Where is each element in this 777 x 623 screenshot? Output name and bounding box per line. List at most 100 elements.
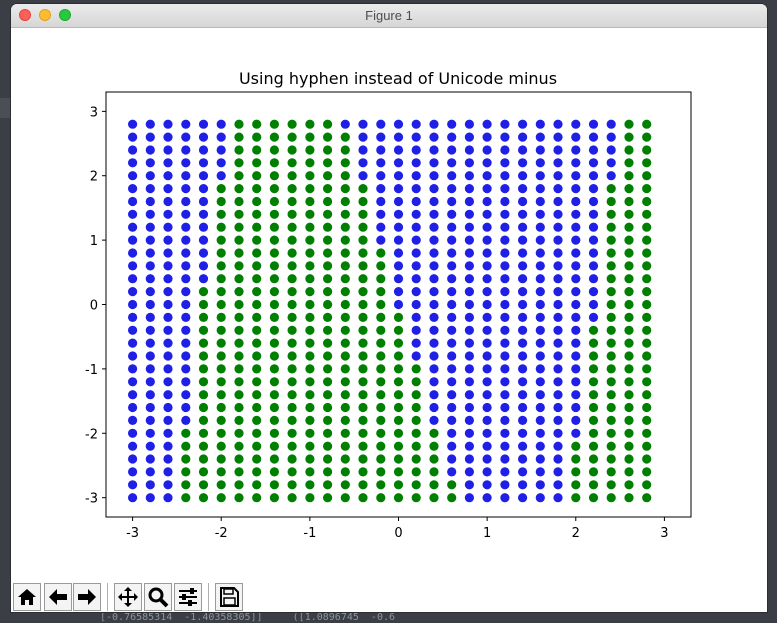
home-icon [18,589,36,605]
pan-button[interactable] [114,583,142,611]
point-series-green [323,261,333,271]
point-series-blue [464,145,474,155]
point-series-blue [429,312,439,322]
point-series-green [358,184,368,194]
point-series-green [216,312,226,322]
point-series-green [340,235,350,245]
point-series-blue [464,428,474,438]
point-series-green [393,441,404,451]
configure-subplots-button[interactable] [174,583,202,611]
point-series-blue [163,493,173,503]
point-series-green [340,493,350,503]
point-series-blue [482,222,492,232]
point-series-blue [464,402,474,413]
point-series-blue [518,274,528,284]
point-series-blue [464,351,474,361]
point-series-green [358,196,368,207]
point-series-green [234,364,244,374]
point-series-blue [128,454,138,464]
point-series-blue [606,145,616,155]
point-series-green [358,338,368,348]
point-series-green [606,390,616,400]
point-series-blue [447,428,457,438]
y-tick-label: -3 [85,492,98,507]
point-series-green [642,428,652,438]
point-series-green [252,428,262,438]
point-series-green [269,428,279,438]
point-series-green [252,377,262,387]
minimize-button[interactable] [39,9,51,21]
point-series-blue [535,312,545,322]
point-series-blue [588,248,599,258]
point-series-green [305,209,315,219]
save-button[interactable] [215,583,243,611]
point-series-green [606,428,616,438]
point-series-blue [447,325,457,335]
point-series-green [447,493,457,503]
point-series-green [269,351,279,361]
point-series-blue [500,248,510,258]
point-series-green [269,467,279,477]
point-series-blue [553,312,563,322]
point-series-blue [500,119,510,129]
point-series-green [642,454,652,464]
point-series-green [305,119,315,129]
point-series-blue [518,132,528,142]
point-series-blue [571,428,581,438]
point-series-green [234,402,244,413]
point-series-blue [376,145,386,155]
back-button[interactable] [44,583,72,611]
point-series-blue [500,196,510,207]
point-series-blue [518,493,528,503]
home-button[interactable] [13,583,41,611]
point-series-green [323,119,333,129]
point-series-blue [145,222,155,232]
point-series-blue [571,287,581,297]
point-series-green [323,325,333,335]
point-series-green [287,454,297,464]
point-series-blue [535,248,545,258]
point-series-green [571,480,581,490]
point-series-green [252,454,262,464]
point-series-green [234,171,244,181]
point-series-blue [198,184,209,194]
point-series-blue [163,132,173,142]
point-series-blue [447,287,457,297]
point-series-green [642,364,652,374]
point-series-blue [429,145,439,155]
point-series-blue [181,248,191,258]
point-series-blue [482,377,492,387]
point-series-blue [429,402,439,413]
title-bar[interactable]: Figure 1 [11,4,767,28]
point-series-green [252,441,262,451]
forward-button[interactable] [73,583,101,611]
point-series-blue [163,274,173,284]
point-series-blue [500,480,510,490]
point-series-green [287,196,297,207]
close-button[interactable] [19,9,31,21]
arrow-right-icon [78,589,96,605]
point-series-blue [571,171,581,181]
point-series-blue [553,325,563,335]
point-series-blue [482,480,492,490]
point-series-green [340,390,350,400]
point-series-green [234,222,244,232]
point-series-green [358,377,368,387]
point-series-blue [429,364,439,374]
point-series-blue [216,171,226,181]
point-series-green [624,338,634,348]
point-series-green [340,338,350,348]
maximize-button[interactable] [59,9,71,21]
point-series-blue [464,222,474,232]
point-series-blue [553,467,563,477]
point-series-green [305,454,315,464]
point-series-blue [500,132,510,142]
point-series-blue [464,184,474,194]
point-series-blue [464,132,474,142]
zoom-button[interactable] [144,583,172,611]
point-series-blue [482,364,492,374]
point-series-blue [464,119,474,129]
point-series-blue [128,493,138,503]
point-series-blue [340,119,350,129]
point-series-blue [163,390,173,400]
